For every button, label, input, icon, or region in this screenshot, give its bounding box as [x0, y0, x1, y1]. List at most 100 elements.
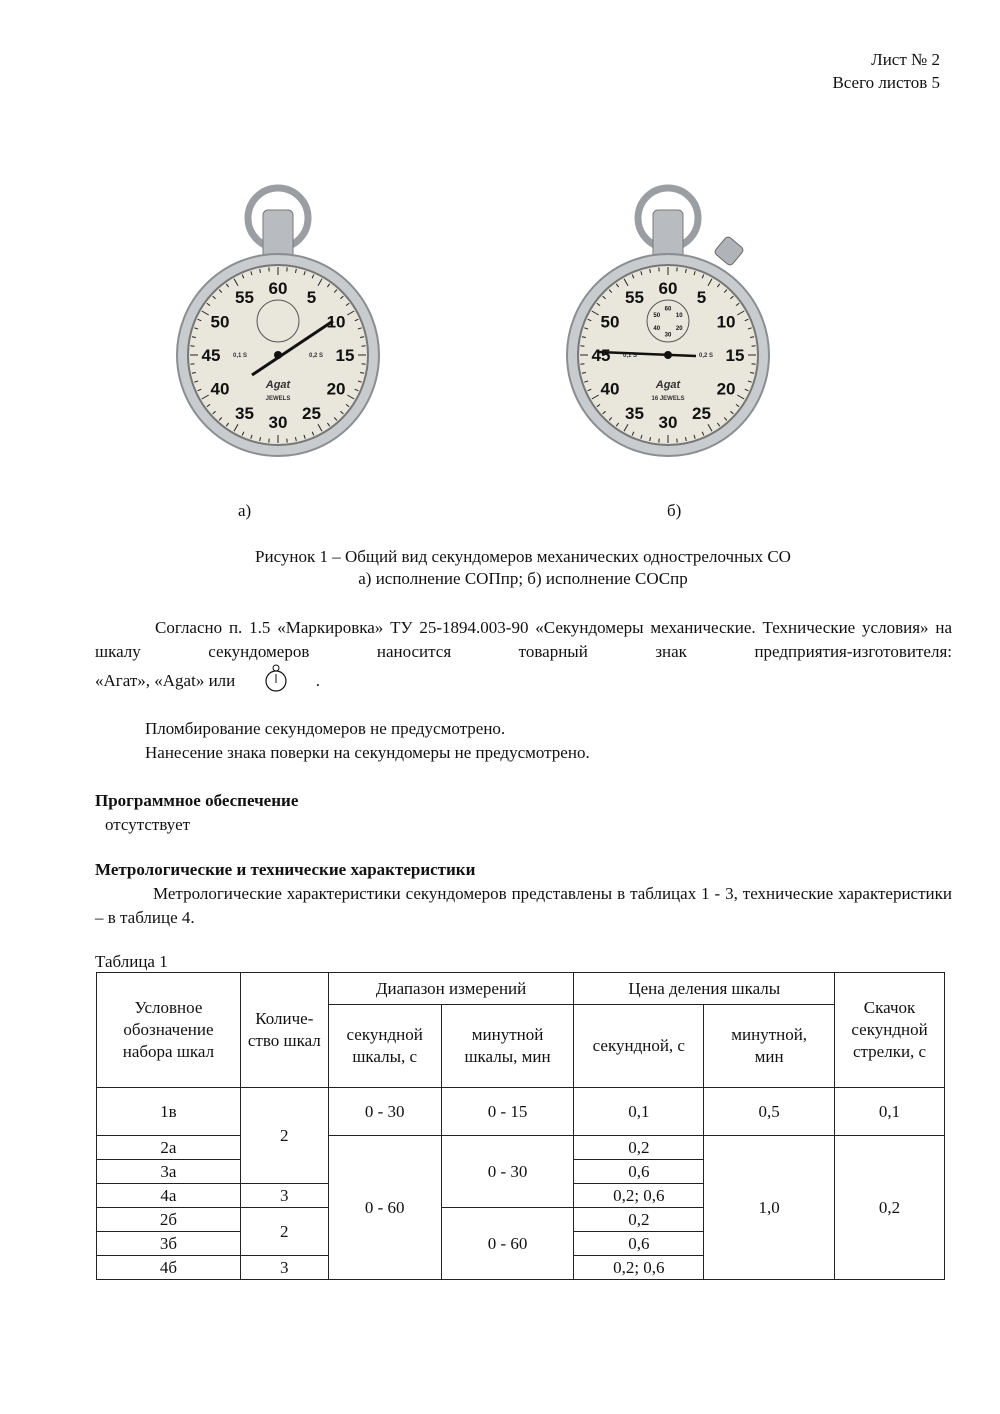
dial-number: 35	[235, 404, 254, 423]
dial-tick	[294, 268, 297, 273]
crown-stem	[262, 209, 294, 261]
dial-tick	[640, 271, 643, 276]
dial-tick	[303, 434, 306, 439]
dial-tick	[615, 422, 620, 427]
dial-tick	[716, 283, 721, 288]
cell-jump: 0,1	[834, 1087, 945, 1136]
cell-range-min: 0 - 15	[440, 1087, 575, 1136]
marking-trademarks: «Агат», «Agat» или	[95, 671, 236, 690]
dial-tick	[602, 295, 606, 300]
cell-range-min: 0 - 30	[440, 1135, 575, 1208]
dial-tick	[684, 437, 687, 442]
dial-tick	[212, 410, 216, 415]
marking-paragraph: Согласно п. 1.5 «Маркировка» ТУ 25-1894.…	[95, 618, 952, 661]
dial-tick	[250, 271, 253, 276]
sub-dial-number: 60	[665, 307, 672, 313]
dial-tick	[707, 424, 713, 432]
crown-stem	[652, 209, 684, 261]
table-row: 2а 0 - 60 0 - 30 0,2 1,0 0,2	[96, 1135, 945, 1280]
dial-tick	[354, 318, 359, 322]
second-hand	[597, 350, 697, 358]
cell-designation: 4б	[96, 1255, 241, 1280]
dial-number: 15	[726, 346, 745, 365]
dial-number: 50	[211, 313, 230, 332]
sheet-number: Лист № 2	[871, 50, 940, 69]
sub-dial-number: 50	[653, 313, 660, 319]
sub-dial-number: 20	[676, 326, 683, 332]
stopwatch-b-photo: 60 5 10 15 20 25 30 35 40 45 50 55 60 10 20 30 40 50 Agat 1…	[566, 184, 770, 457]
sub-dial-number: 10	[676, 313, 683, 319]
dial-number: 40	[601, 380, 620, 399]
dial-tick	[206, 403, 211, 408]
table-row: 1в 2 0 - 30 0 - 15 0,1 0,5 0,1	[96, 1087, 945, 1184]
cell-designation: 2б	[96, 1207, 241, 1232]
dial-tick	[333, 289, 338, 293]
dial-tick	[584, 327, 589, 330]
dial-number: 5	[697, 288, 706, 307]
sub-dial-number: 30	[665, 333, 672, 339]
dial-tick	[587, 318, 592, 322]
sub-dial-number: 40	[653, 326, 660, 332]
sub-dial	[646, 299, 690, 343]
dial-number: 35	[625, 404, 644, 423]
cell-range-min: 0 - 60	[440, 1207, 575, 1280]
dial-tick	[631, 274, 635, 279]
right-mark: 0,2 S	[309, 353, 323, 359]
cell-count: 2	[239, 1207, 329, 1256]
dial-number: 55	[625, 288, 644, 307]
dial-tick	[602, 410, 606, 415]
header-designation: Условное обозначение набора шкал	[96, 972, 241, 1088]
dial-tick	[317, 424, 323, 432]
dial-tick	[693, 271, 696, 276]
cell-jump: 0,2	[834, 1135, 945, 1280]
dial-tick	[360, 371, 365, 374]
dial-number: 60	[659, 279, 678, 298]
dial-tick	[326, 422, 331, 427]
stopwatch-trademark-icon	[264, 664, 287, 692]
dial-number: 30	[659, 413, 678, 432]
dial-tick	[311, 431, 315, 436]
dial-tick	[747, 327, 752, 330]
dial-tick	[596, 403, 601, 408]
dial-tick	[218, 417, 223, 421]
metrology-text: Метрологические характеристики секундоме…	[95, 884, 952, 927]
dial-tick	[345, 302, 350, 307]
cell-count: 3	[239, 1183, 329, 1208]
jewels-label: 16 JEWELS	[651, 396, 684, 402]
dial-number: 20	[327, 380, 346, 399]
table-1: Условное обозначение набора шкал Количе-…	[96, 972, 945, 1280]
dial-tick	[241, 274, 245, 279]
cell-div-sec: 0,2	[573, 1207, 705, 1232]
dial-tick	[347, 310, 355, 316]
cell-count: 2	[239, 1087, 329, 1184]
dial-tick	[581, 336, 586, 339]
figure-caption-2: а) исполнение СОПпр; б) исполнение СОСпр	[358, 569, 688, 588]
dial-tick	[591, 394, 599, 400]
figure-caption-1: Рисунок 1 – Общий вид секундомеров механ…	[255, 547, 791, 566]
cell-div-min: 1,0	[703, 1135, 836, 1280]
dial-tick	[735, 403, 740, 408]
dial-number: 40	[211, 380, 230, 399]
dial-number: 15	[336, 346, 355, 365]
sealing-text: Пломбирование секундомеров не предусмотр…	[145, 719, 506, 738]
dial-tick	[212, 295, 216, 300]
document-body: Согласно п. 1.5 «Маркировка» ТУ 25-1894.…	[95, 616, 952, 1280]
dial-tick	[608, 289, 613, 293]
dial-tick	[360, 336, 365, 339]
table-row: 4б 3 0,2; 0,6	[96, 1255, 945, 1280]
brand-logo: Agat	[655, 379, 682, 391]
dial-number: 25	[302, 404, 321, 423]
dial-tick	[191, 336, 196, 339]
dial-tick	[737, 394, 745, 400]
cell-count: 3	[239, 1255, 329, 1280]
stopwatch-a-photo: 60 5 10 15 20 25 30 35 40 45 50 55 Agat JEWELS 0,1 S 0,…	[176, 184, 380, 457]
dial-tick	[340, 295, 344, 300]
dial-tick	[584, 380, 589, 383]
figure-label-a: а)	[238, 501, 252, 520]
dial-tick	[684, 268, 687, 273]
table-row: 4а 3 0,2; 0,6	[96, 1183, 945, 1208]
dial-tick	[591, 310, 599, 316]
header-div-min: минутной, мин	[703, 1004, 836, 1088]
dial-tick	[707, 278, 713, 286]
dial-tick	[744, 318, 749, 322]
